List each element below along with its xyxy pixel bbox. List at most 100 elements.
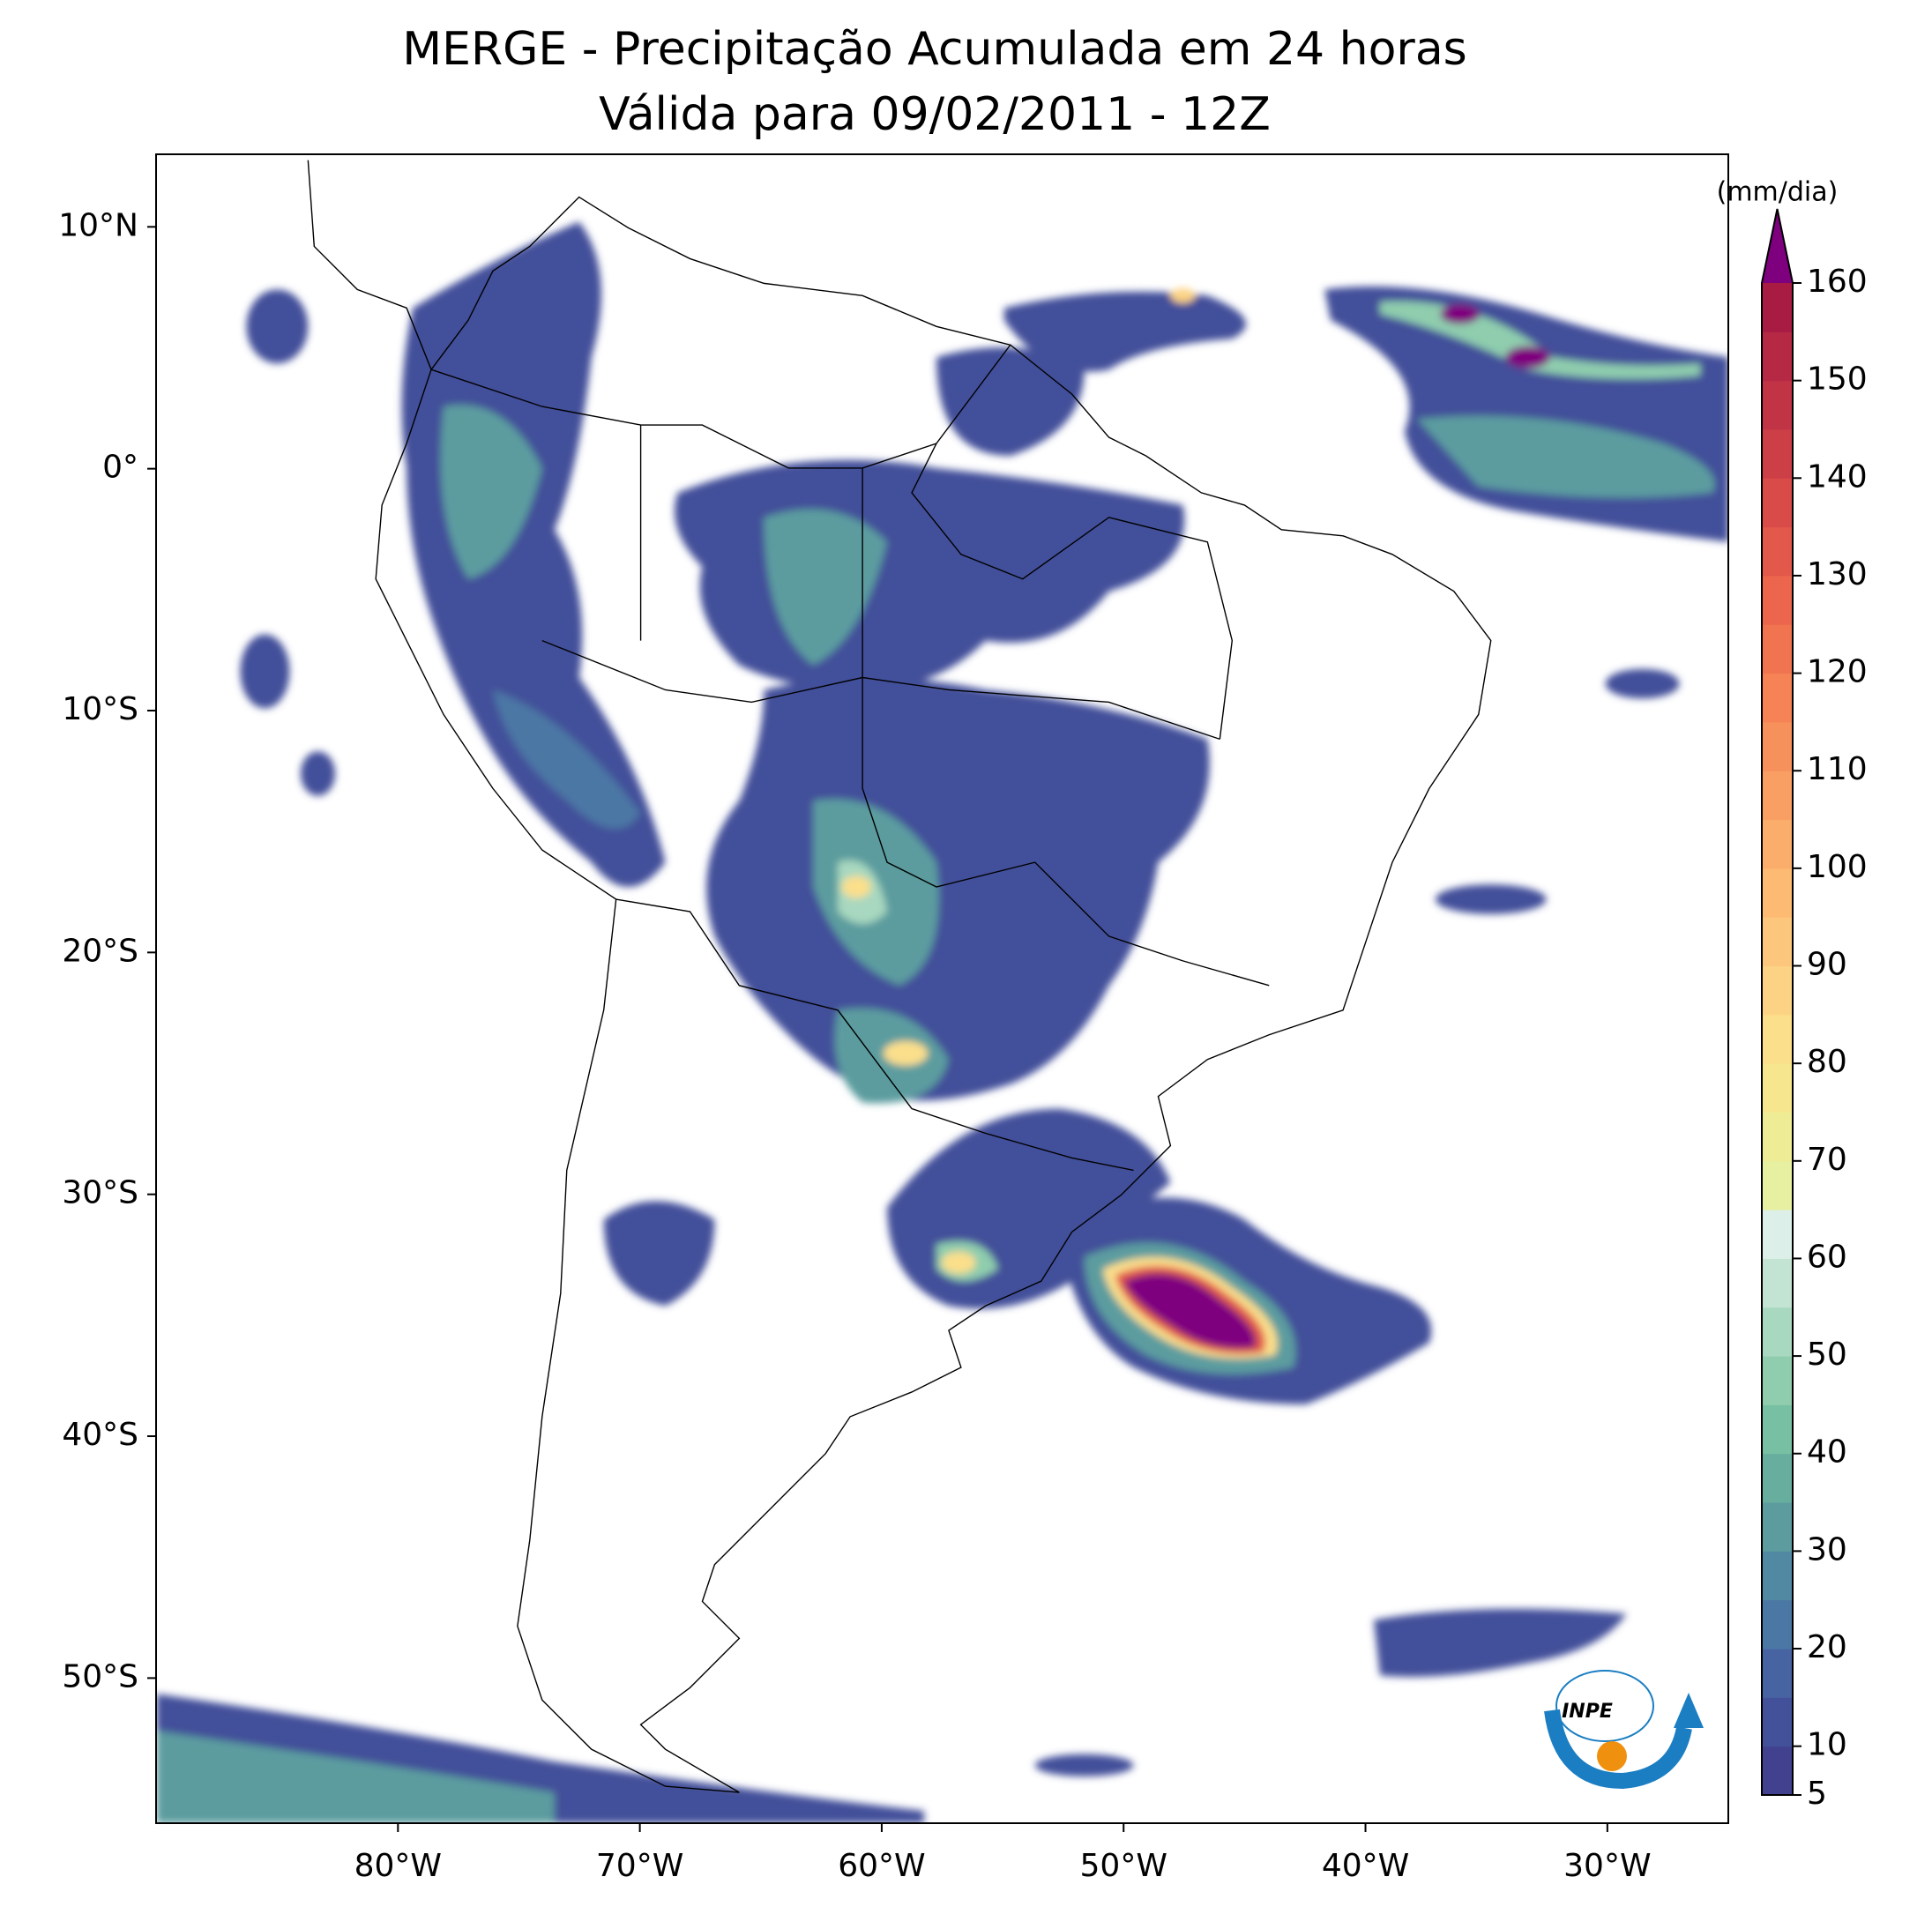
y-tick-label: 20°S <box>62 933 138 969</box>
logo-dot <box>1597 1741 1627 1771</box>
logo-orbit <box>1555 1670 1654 1742</box>
colorbar-tick-label: 70 <box>1807 1142 1847 1178</box>
colorbar-tick-label: 150 <box>1807 361 1868 398</box>
colorbar-segment <box>1762 1697 1793 1747</box>
colorbar-segment <box>1762 1307 1793 1357</box>
colorbar-tick-label: 30 <box>1807 1531 1847 1568</box>
colorbar-segment <box>1762 1649 1793 1698</box>
colorbar-tick-label: 20 <box>1807 1629 1847 1665</box>
rain-core <box>1505 346 1550 369</box>
title: MERGE - Precipitação Acumulada em 24 hor… <box>402 23 1467 76</box>
colorbar-tick-label: 100 <box>1807 849 1868 885</box>
rain-area <box>156 1731 555 1823</box>
colorbar-outline <box>1761 208 1794 1796</box>
x-tick-label: 30°W <box>1563 1848 1651 1884</box>
colorbar-segment <box>1762 526 1793 577</box>
x-tick-label: 50°W <box>1080 1848 1167 1884</box>
rain-area <box>603 1201 715 1307</box>
colorbar-segment <box>1762 1551 1793 1601</box>
rain-area <box>675 459 1185 690</box>
colorbar-extend <box>1762 209 1793 283</box>
colorbar-segment <box>1762 1404 1793 1455</box>
rain-core <box>1440 304 1481 324</box>
colorbar-segment <box>1762 478 1793 528</box>
y-tick-label: 0° <box>102 450 138 486</box>
x-tick-label: 40°W <box>1322 1848 1409 1884</box>
rain-area <box>1605 668 1680 699</box>
logo: INPE <box>1544 1670 1704 1790</box>
colorbar-tick-label: 110 <box>1807 751 1868 787</box>
colorbar-segment <box>1762 1258 1793 1308</box>
colorbar-tick-label: 50 <box>1807 1337 1847 1373</box>
rain-area <box>706 677 1210 1101</box>
colorbar-segment <box>1762 673 1793 723</box>
colorbar-segment <box>1762 721 1793 771</box>
rain-area <box>300 751 336 796</box>
rain-area <box>1034 1754 1134 1776</box>
colorbar-segment <box>1762 1356 1793 1405</box>
precipitation-field <box>156 221 1728 1823</box>
colorbar-tick-label: 140 <box>1807 458 1868 495</box>
rain-area <box>1324 286 1728 542</box>
y-tick-label: 10°N <box>58 207 138 243</box>
rain-area <box>246 289 309 364</box>
rain-core <box>883 1040 929 1066</box>
rain-area <box>1003 291 1247 372</box>
coastline <box>307 160 1492 1793</box>
colorbar-segment <box>1762 1453 1793 1503</box>
logo-swoosh <box>1544 1709 1692 1790</box>
rain-area <box>440 405 542 579</box>
rain-core <box>941 1251 976 1274</box>
rain-area <box>936 347 1085 457</box>
colorbar-segment <box>1762 819 1793 869</box>
x-tick-label: 60°W <box>838 1848 925 1884</box>
rain-area <box>492 689 641 830</box>
colorbar-segment <box>1762 917 1793 967</box>
colorbar-tick-label: 60 <box>1807 1239 1847 1275</box>
colorbar-tick-label: 160 <box>1807 264 1868 300</box>
colorbar-segment <box>1762 771 1793 821</box>
colorbar-segment <box>1762 1014 1793 1064</box>
colorbar-segment <box>1762 283 1793 332</box>
colorbar-tick-label: 10 <box>1807 1727 1847 1763</box>
colorbar-tick-label: 120 <box>1807 654 1868 690</box>
colorbar-segment <box>1762 1746 1793 1796</box>
y-tick-label: 50°S <box>62 1658 138 1694</box>
rain-core <box>841 875 871 898</box>
colorbar-segment <box>1762 331 1793 382</box>
subtitle: Válida para 09/02/2011 - 12Z <box>599 88 1271 141</box>
plot-frame <box>155 153 1729 1824</box>
colorbar-tick-label: 40 <box>1807 1434 1847 1471</box>
logo-text: INPE <box>1562 1701 1613 1723</box>
colorbar-segment <box>1762 1502 1793 1552</box>
colorbar-segment <box>1762 1160 1793 1210</box>
y-tick-label: 30°S <box>62 1175 138 1211</box>
colorbar-segment <box>1762 624 1793 674</box>
rain-area <box>401 221 666 888</box>
colorbar-segment <box>1762 380 1793 430</box>
colorbar-segment <box>1762 575 1793 625</box>
x-tick-label: 70°W <box>596 1848 683 1884</box>
rain-area <box>1435 884 1547 914</box>
colorbar-tick-label: 5 <box>1807 1776 1827 1812</box>
rain-area <box>1373 1608 1627 1678</box>
colorbar-segment <box>1762 1112 1793 1162</box>
colorbar-segment <box>1762 1599 1793 1650</box>
y-tick-label: 10°S <box>62 691 138 727</box>
colorbar-tick-label: 80 <box>1807 1044 1847 1080</box>
y-tick-label: 40°S <box>62 1417 138 1453</box>
colorbar-segment <box>1762 965 1793 1016</box>
colorbar-segment <box>1762 868 1793 918</box>
rain-area <box>1416 415 1715 498</box>
colorbar-segment <box>1762 1063 1793 1113</box>
x-tick-label: 80°W <box>354 1848 442 1884</box>
colorbar-tick-label: 130 <box>1807 556 1868 592</box>
colorbar-segment <box>1762 1210 1793 1259</box>
colorbar-tick-label: 90 <box>1807 947 1847 983</box>
rain-core <box>1170 287 1196 303</box>
logo-arrow <box>1674 1693 1704 1728</box>
colorbar-segment <box>1762 428 1793 479</box>
rain-area <box>240 634 290 709</box>
